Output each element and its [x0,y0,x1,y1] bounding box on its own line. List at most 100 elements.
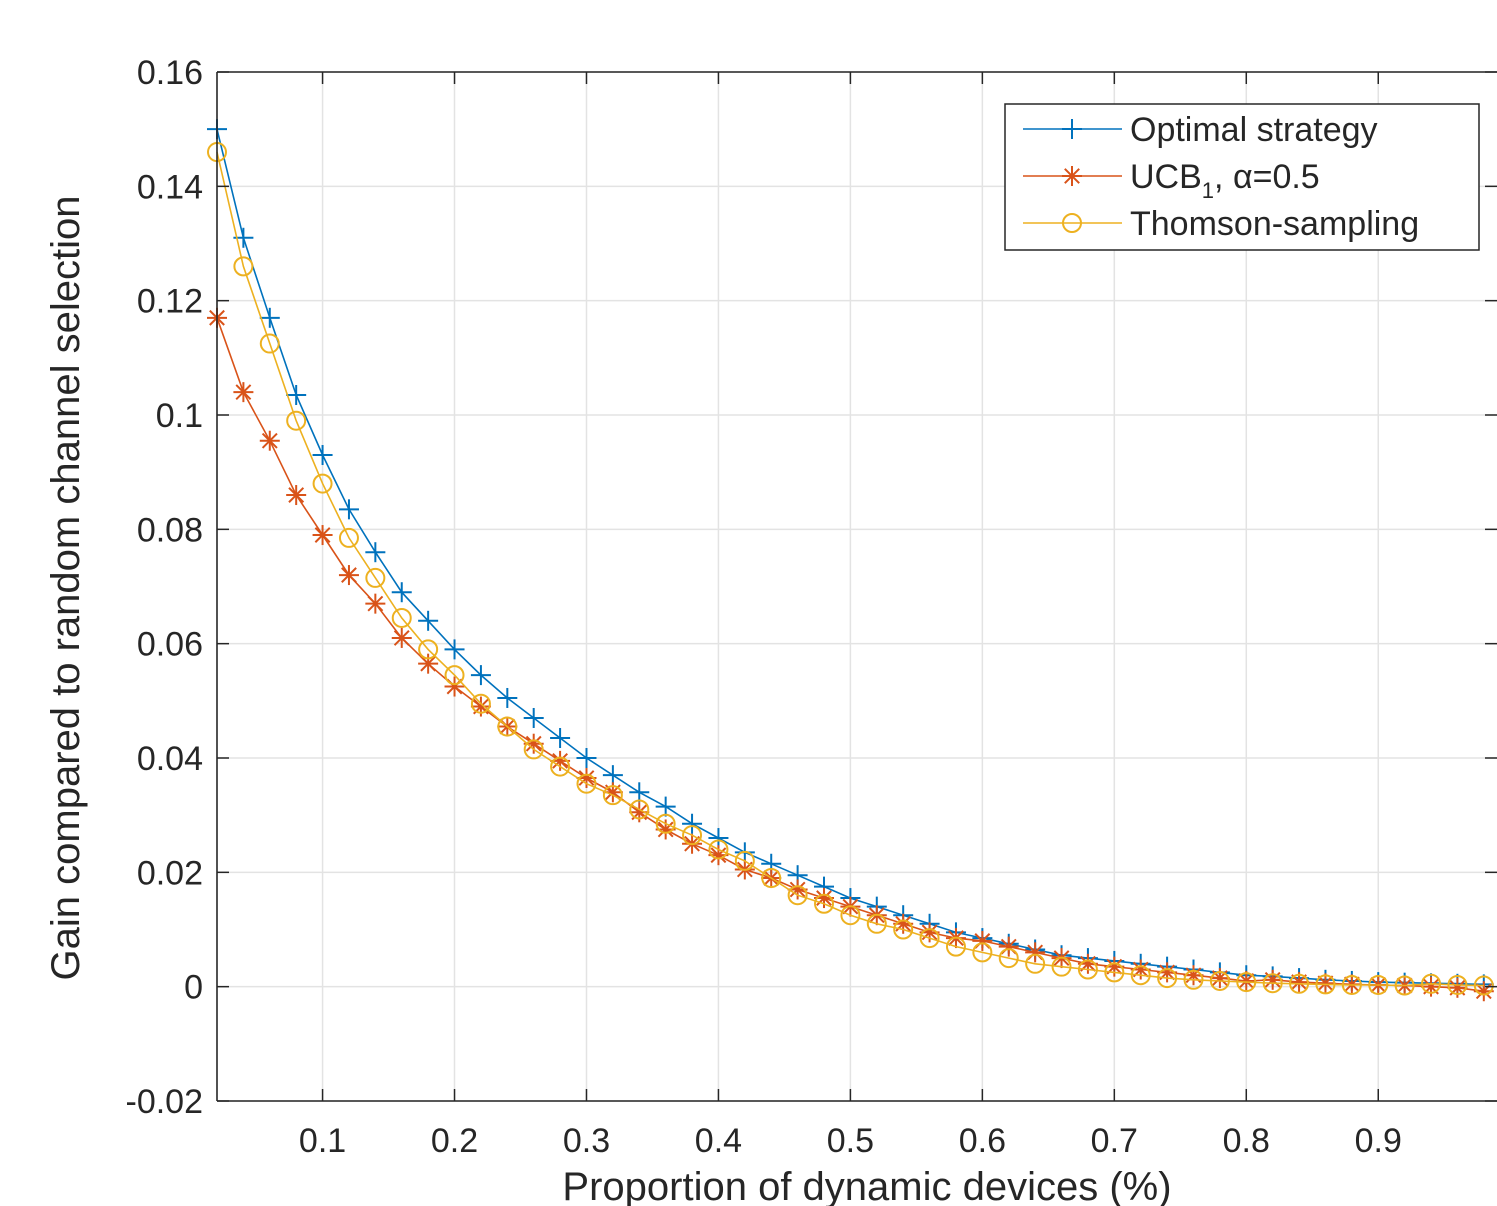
data-point [734,850,755,871]
x-tick-label: 0.6 [959,1122,1006,1160]
data-point [629,782,650,803]
marker-stroke [578,770,595,786]
legend-swatch-marker [1062,213,1082,233]
data-point [418,610,439,631]
data-point [391,582,412,603]
data-point [576,773,597,794]
data-point [682,825,703,846]
marker-stroke [235,384,252,401]
data-point [233,382,254,403]
legend-entry: UCB1, α=0.5 [1023,158,1320,203]
x-tick-label: 0.9 [1355,1122,1402,1160]
marker-stroke [341,567,357,583]
data-point [470,693,491,714]
data-point [286,485,307,506]
y-tick-label: 0.16 [137,54,203,92]
data-point [972,942,993,963]
marker-stroke [393,630,410,646]
data-point [602,765,623,786]
data-point [312,473,333,494]
data-point [444,639,465,660]
y-tick-label: -0.02 [126,1083,204,1121]
data-point [259,333,280,354]
y-tick-label: 0.08 [137,511,203,549]
marker-stroke [420,655,437,672]
data-point [893,919,914,940]
data-point [1130,965,1151,986]
legend-label: Thomson-sampling [1130,205,1419,243]
data-point [338,499,359,520]
y-tick-label: 0.04 [137,740,203,778]
legend-label: UCB1, α=0.5 [1130,158,1320,203]
marker-stroke [261,432,278,449]
data-point [338,527,359,548]
data-point [602,785,623,806]
data-point [286,410,307,431]
x-tick-label: 0.4 [695,1122,742,1160]
data-point [919,928,940,949]
x-tick-label: 0.3 [563,1122,610,1160]
axes: 0.1 0.2 0.3 0.4 0.5 0.6 0.7 0.8 0.9 -0.02 0 0.02 0.0… [126,54,1497,1160]
x-axis-label: Proportion of dynamic devices (%) [562,1165,1171,1206]
data-point [312,445,333,466]
y-tick-label: 0.14 [137,168,203,206]
data-point [338,565,359,586]
data-point [418,639,439,660]
data-point [708,839,729,860]
data-point [1341,974,1362,995]
data-point [1447,974,1468,995]
data-point [286,384,307,405]
data-point [497,687,518,708]
data-point [259,307,280,328]
data-point [497,716,518,737]
marker-stroke [789,881,806,898]
data-point [840,905,861,926]
x-tick-label: 0.2 [431,1122,478,1160]
data-point [1315,973,1336,994]
data-point [444,665,465,686]
legend-swatch-marker [1062,119,1082,139]
data-point [1262,969,1283,990]
data-point [365,542,386,563]
data-point [1394,975,1415,996]
y-tick-label: 0.06 [137,626,203,664]
data-point [1289,973,1310,994]
data-point [470,665,491,686]
data-point [365,593,386,614]
data-point [1157,968,1178,989]
y-tick-label: 0.12 [137,283,203,321]
data-point [233,256,254,277]
marker-stroke [1238,973,1255,989]
data-point [761,868,782,889]
marker-stroke [288,487,305,503]
data-point [550,756,571,777]
data-point [1421,973,1442,994]
marker-stroke [657,821,674,838]
data-point [550,727,571,748]
marker-stroke [1064,168,1080,184]
data-point [1104,962,1125,983]
data-point [1051,956,1072,977]
data-point [1209,970,1230,991]
data-point [1077,959,1098,980]
data-point [391,627,412,648]
series-3 [207,142,1494,996]
legend-entry: Optimal strategy [1023,111,1378,149]
series-line [216,151,1484,987]
data-point [1315,974,1336,995]
marker-stroke [1317,975,1334,992]
data-point [259,430,280,451]
data-point [1183,969,1204,990]
data-point [814,893,835,914]
data-point [365,567,386,588]
marker-stroke [314,527,331,543]
data-point [655,796,676,817]
data-point [1368,974,1389,995]
data-point [391,607,412,628]
data-point [312,525,333,546]
marker-stroke [367,595,384,612]
x-tick-label: 0.5 [827,1122,874,1160]
y-tick-label: 0.1 [156,397,203,435]
data-point [523,707,544,728]
